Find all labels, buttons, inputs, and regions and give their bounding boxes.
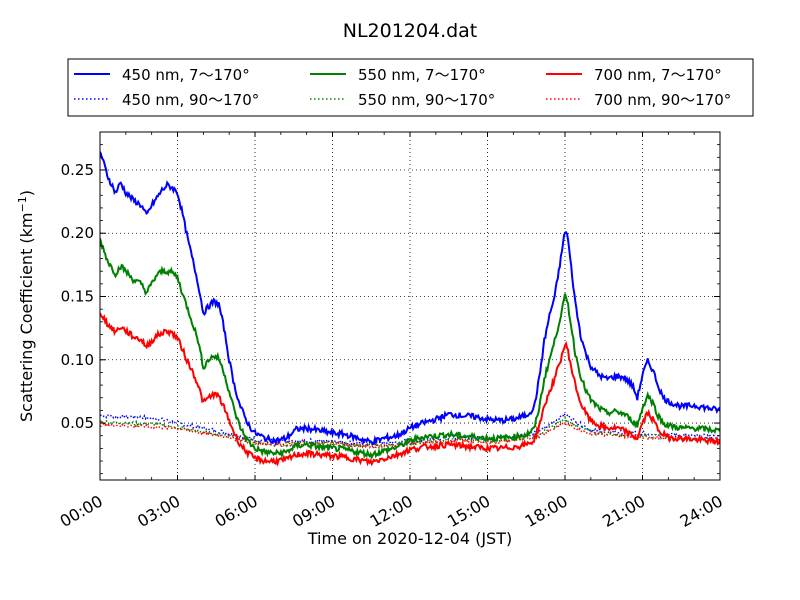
x-tick-label: 18:00 — [522, 491, 571, 531]
x-tick-label: 12:00 — [367, 491, 416, 531]
legend-label: 450 nm, 7～170° — [122, 66, 250, 84]
series-line — [100, 312, 720, 467]
y-tick-label: 0.20 — [61, 224, 94, 242]
x-tick-label: 06:00 — [212, 491, 261, 531]
chart-title: NL201204.dat — [343, 20, 478, 42]
legend-label: 700 nm, 7～170° — [594, 66, 722, 84]
legend-label: 700 nm, 90～170° — [594, 91, 731, 109]
x-tick-label: 15:00 — [444, 491, 493, 531]
legend-label: 450 nm, 90～170° — [122, 91, 259, 109]
y-tick-label: 0.10 — [61, 351, 94, 369]
y-tick-label: 0.15 — [61, 288, 94, 306]
series-line — [100, 416, 720, 450]
x-tick-label: 24:00 — [677, 491, 726, 531]
x-tick-label: 03:00 — [134, 491, 183, 531]
legend: 450 nm, 7～170° 550 nm, 7～170° 700 nm, 7～17… — [67, 58, 754, 117]
legend-label: 550 nm, 7～170° — [358, 66, 486, 84]
series-line — [100, 420, 720, 450]
axes: 00:00 03:00 06:00 09:00 12:00 15:00 18:00 21:00… — [57, 131, 726, 531]
y-axis-label-close: ) — [17, 190, 36, 196]
x-axis-label: Time on 2020-12-04 (JST) — [307, 529, 512, 548]
y-axis-label-sup: −1 — [16, 196, 29, 212]
legend-label: 550 nm, 90～170° — [358, 91, 495, 109]
series-line — [100, 151, 720, 446]
legend-frame — [67, 58, 754, 117]
y-axis-label: Scattering Coefficient (km−1) — [16, 190, 36, 422]
x-tick-label: 00:00 — [57, 491, 106, 531]
grid — [100, 132, 720, 480]
y-tick-label: 0.25 — [61, 161, 94, 179]
series-layer — [100, 151, 720, 467]
x-tick-label: 21:00 — [599, 491, 648, 531]
y-tick-label: 0.05 — [61, 414, 94, 432]
y-axis-label-main: Scattering Coefficient (km — [17, 212, 36, 422]
series-line — [100, 238, 720, 460]
x-tick-label: 09:00 — [289, 491, 338, 531]
